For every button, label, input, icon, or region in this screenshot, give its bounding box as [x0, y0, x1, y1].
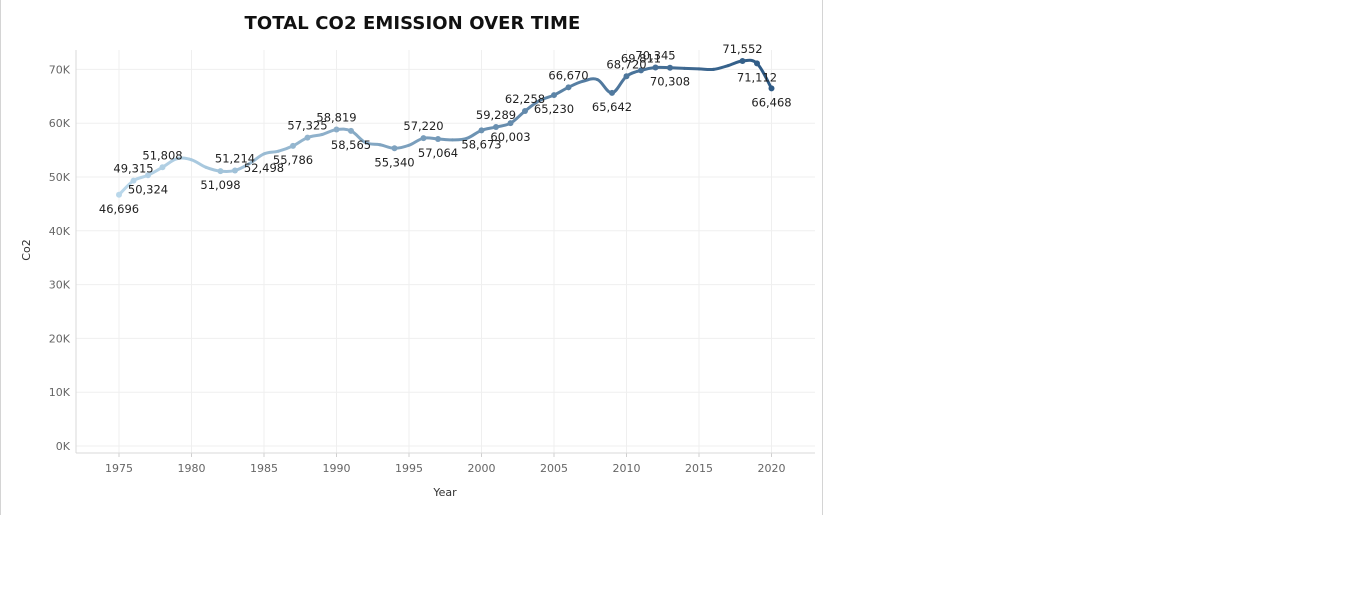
x-tick-label: 2000 — [468, 462, 496, 475]
data-point[interactable] — [652, 64, 659, 71]
y-tick-label: 60K — [49, 117, 71, 130]
data-label: 65,642 — [592, 100, 632, 114]
data-label: 55,340 — [374, 155, 414, 169]
data-label: 68,720 — [606, 57, 646, 71]
x-tick-label: 1995 — [395, 462, 423, 475]
data-label: 60,003 — [490, 130, 530, 144]
data-point[interactable] — [609, 89, 615, 96]
y-axis-title: Co2 — [20, 239, 33, 260]
line-segment — [190, 158, 208, 169]
data-point[interactable] — [565, 84, 572, 91]
x-tick-label: 2005 — [540, 462, 568, 475]
data-point[interactable] — [739, 58, 746, 65]
data-label: 59,289 — [476, 108, 516, 122]
data-point[interactable] — [159, 164, 166, 171]
y-tick-label: 0K — [56, 440, 71, 453]
line-segment — [712, 64, 730, 71]
x-tick-label: 2020 — [758, 462, 786, 475]
data-label: 62,258 — [505, 92, 545, 106]
data-point[interactable] — [478, 127, 485, 134]
chart-panel: TOTAL CO2 EMISSION OVER TIME — [0, 0, 823, 515]
data-label: 70,308 — [650, 75, 690, 89]
x-tick-label: 1985 — [250, 462, 278, 475]
data-label: 52,498 — [244, 161, 284, 175]
data-label: 51,098 — [200, 178, 240, 192]
data-point[interactable] — [217, 168, 224, 175]
data-point[interactable] — [493, 124, 499, 131]
data-point[interactable] — [507, 120, 514, 127]
axes: 0K 10K 20K 30K 40K 50K 60K 70K 1975 1980 1985 1990 1… — [49, 50, 815, 475]
data-point[interactable] — [145, 172, 151, 179]
y-tick-label: 20K — [49, 332, 71, 345]
data-point[interactable] — [130, 177, 137, 184]
data-point[interactable] — [522, 108, 528, 115]
data-point[interactable] — [116, 191, 122, 198]
data-label: 71,112 — [737, 70, 777, 84]
x-tick-label: 2010 — [613, 462, 641, 475]
line-chart: 0K 10K 20K 30K 40K 50K 60K 70K 1975 1980 1985 1990 1… — [20, 42, 815, 499]
line-segment — [610, 74, 628, 95]
data-label: 55,786 — [273, 153, 313, 167]
x-tick-label: 1990 — [323, 462, 351, 475]
data-point[interactable] — [348, 127, 354, 134]
data-label: 49,315 — [113, 162, 153, 176]
data-label: 66,670 — [548, 68, 588, 82]
x-tick-label: 1980 — [178, 462, 206, 475]
grid-lines — [76, 50, 815, 453]
data-label: 57,325 — [287, 119, 327, 133]
data-label: 65,230 — [534, 102, 574, 116]
data-point[interactable] — [754, 60, 760, 67]
data-label: 51,808 — [142, 148, 182, 162]
line-segment — [683, 66, 701, 71]
y-tick-label: 50K — [49, 171, 71, 184]
y-tick-label: 10K — [49, 386, 71, 399]
data-point[interactable] — [768, 85, 775, 92]
y-tick-label: 70K — [49, 63, 71, 76]
chart-title: TOTAL CO2 EMISSION OVER TIME — [244, 13, 581, 34]
data-point[interactable] — [333, 126, 340, 133]
x-tick-label: 1975 — [105, 462, 133, 475]
x-axis-title: Year — [432, 486, 457, 499]
data-label: 70,345 — [635, 49, 675, 63]
data-point[interactable] — [232, 167, 238, 174]
data-label: 66,468 — [751, 95, 791, 109]
series-markers — [116, 58, 775, 198]
data-label: 58,819 — [316, 111, 356, 125]
data-point[interactable] — [304, 134, 311, 141]
data-point[interactable] — [551, 92, 557, 99]
data-point[interactable] — [667, 64, 673, 71]
data-label: 71,552 — [722, 42, 762, 56]
data-label: 57,220 — [403, 119, 443, 133]
data-point[interactable] — [638, 67, 644, 74]
data-point[interactable] — [435, 135, 441, 142]
x-tick-label: 2015 — [685, 462, 713, 475]
data-point[interactable] — [391, 145, 398, 152]
y-tick-label: 40K — [49, 225, 71, 238]
data-point[interactable] — [623, 73, 630, 80]
data-label: 58,673 — [461, 137, 501, 151]
data-label: 50,324 — [128, 182, 168, 196]
data-point[interactable] — [420, 135, 427, 142]
data-labels: 46,696 49,315 50,324 51,808 51,098 51,21452,4… — [99, 42, 792, 216]
data-label: 69,811 — [621, 51, 661, 65]
data-point[interactable] — [290, 142, 296, 149]
data-label: 51,214 — [215, 151, 255, 165]
y-tick-label: 30K — [49, 279, 71, 292]
line-segment — [697, 67, 715, 72]
data-label: 57,064 — [418, 146, 458, 160]
data-label: 46,696 — [99, 202, 139, 216]
data-label: 58,565 — [331, 138, 371, 152]
